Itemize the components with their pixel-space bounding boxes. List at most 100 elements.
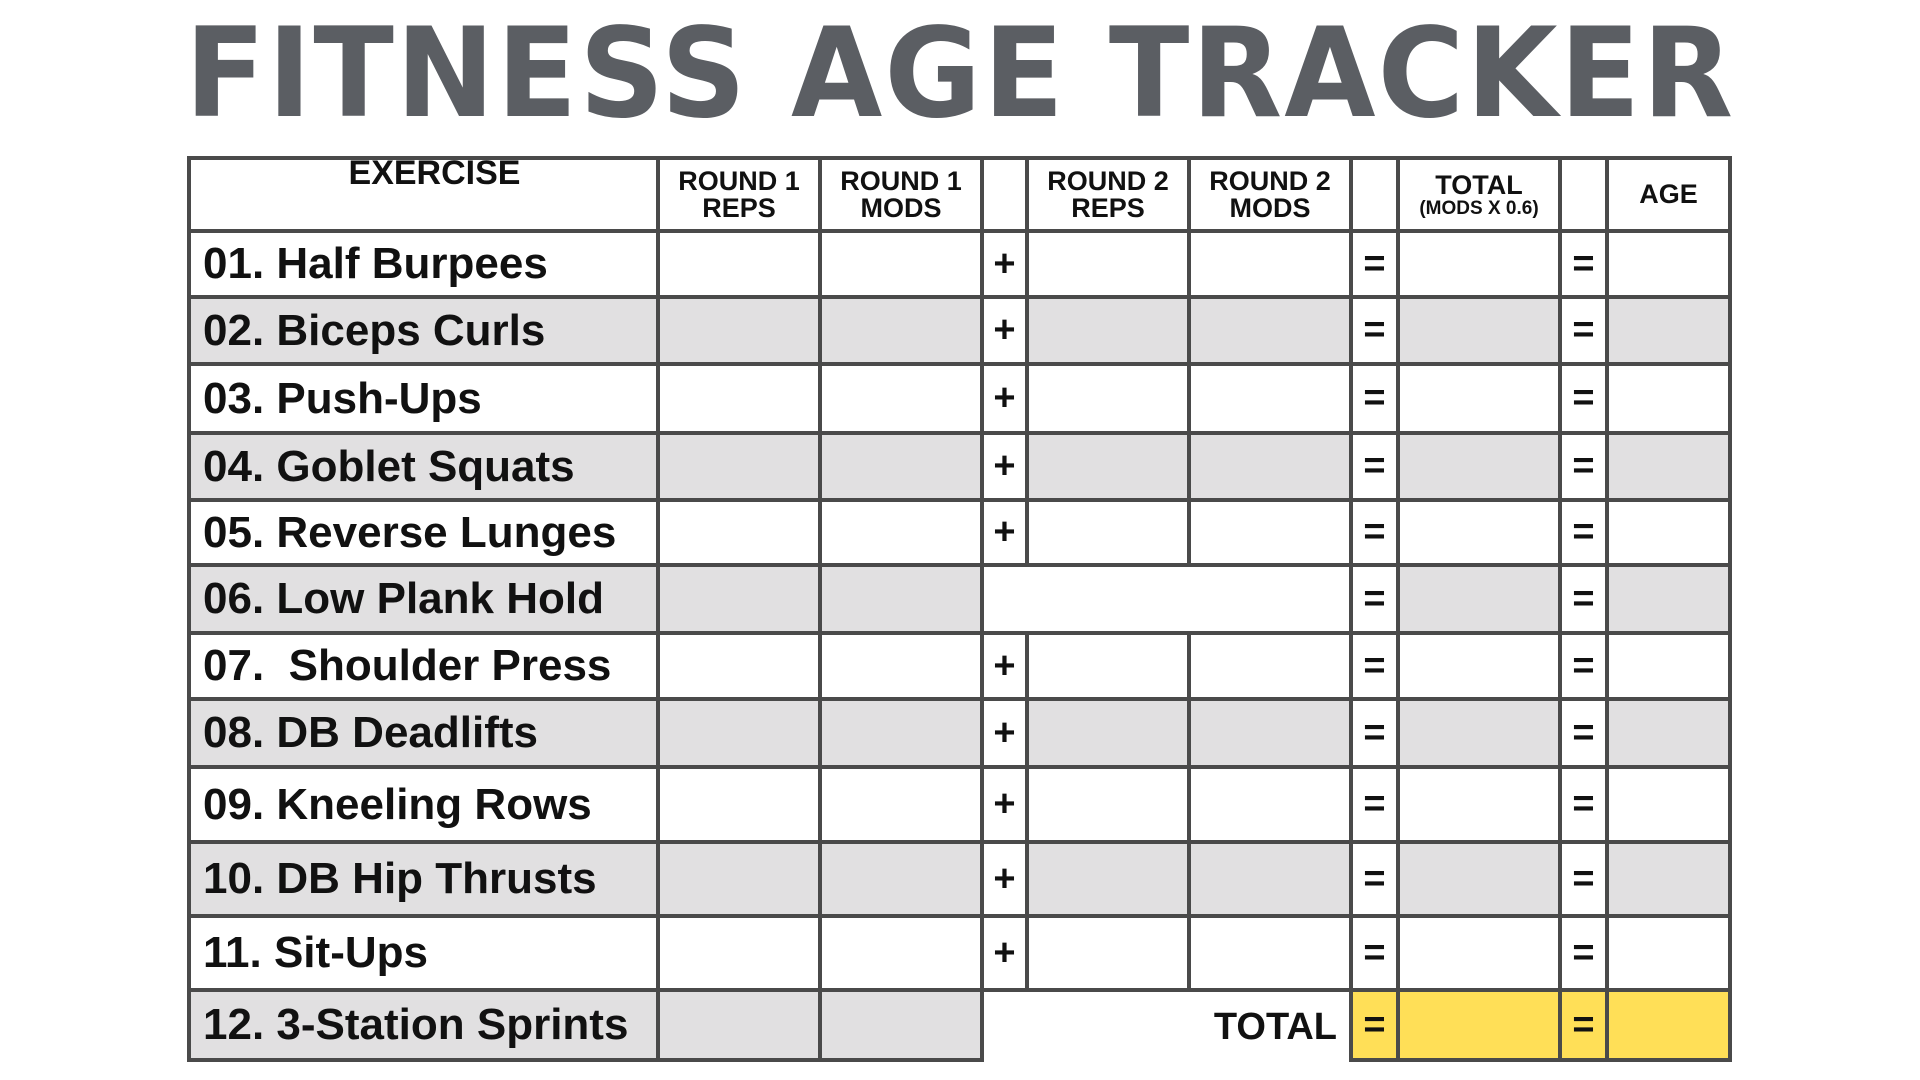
total-input[interactable] — [1400, 769, 1562, 844]
header-round2-reps: ROUND 2 REPS — [1029, 160, 1191, 233]
equals-sign: = — [1353, 992, 1400, 1062]
header-line: REPS — [702, 192, 776, 223]
round1-mods-input[interactable] — [822, 844, 984, 918]
header-blank — [984, 160, 1029, 233]
equals-sign: = — [1353, 233, 1400, 299]
equals-sign: = — [1353, 918, 1400, 992]
round1-mods-input[interactable] — [822, 701, 984, 769]
round1-mods-input[interactable] — [822, 567, 984, 635]
round2-reps-input[interactable] — [1029, 299, 1191, 366]
round1-reps-input[interactable] — [660, 769, 822, 844]
round2-reps-input[interactable] — [1029, 701, 1191, 769]
age-input[interactable] — [1609, 635, 1732, 701]
round2-reps-input[interactable] — [1029, 635, 1191, 701]
round1-reps-input[interactable] — [660, 435, 822, 502]
round2-reps-input[interactable] — [1029, 844, 1191, 918]
round2-mods-input[interactable] — [1191, 502, 1353, 567]
header-line: ROUND 1 — [840, 165, 962, 196]
total-input[interactable] — [1400, 502, 1562, 567]
total-input[interactable] — [1400, 299, 1562, 366]
header-round1-reps: ROUND 1 REPS — [660, 160, 822, 233]
plus-sign: + — [984, 918, 1029, 992]
round2-mods-input[interactable] — [1191, 366, 1353, 435]
fitness-age-input[interactable] — [1609, 992, 1732, 1062]
round1-reps-input[interactable] — [660, 366, 822, 435]
round1-mods-input[interactable] — [822, 435, 984, 502]
plus-sign: + — [984, 366, 1029, 435]
round1-mods-input[interactable] — [822, 992, 984, 1062]
round1-mods-input[interactable] — [822, 769, 984, 844]
age-input[interactable] — [1609, 918, 1732, 992]
round1-reps-input[interactable] — [660, 567, 822, 635]
age-input[interactable] — [1609, 233, 1732, 299]
round2-mods-input[interactable] — [1191, 918, 1353, 992]
round1-reps-input[interactable] — [660, 502, 822, 567]
round2-mods-input[interactable] — [1191, 769, 1353, 844]
round2-reps-input[interactable] — [1029, 502, 1191, 567]
header-total: TOTAL (MODS X 0.6) — [1400, 160, 1562, 233]
round1-reps-input[interactable] — [660, 918, 822, 992]
exercise-name: 01. Half Burpees — [191, 233, 660, 299]
exercise-name: 06. Low Plank Hold — [191, 567, 660, 635]
equals-sign: = — [1562, 844, 1609, 918]
exercise-name: 05. Reverse Lunges — [191, 502, 660, 567]
round2-reps-input[interactable] — [1029, 366, 1191, 435]
total-input[interactable] — [1400, 635, 1562, 701]
round1-reps-input[interactable] — [660, 701, 822, 769]
header-subline: (MODS X 0.6) — [1419, 197, 1539, 219]
round2-mods-input[interactable] — [1191, 701, 1353, 769]
tracker-table: EXERCISE ROUND 1 REPS ROUND 1 MODS ROUND 2… — [187, 156, 1732, 1062]
round2-reps-input[interactable] — [1029, 435, 1191, 502]
merged-blank-cell — [984, 567, 1353, 635]
plus-sign: + — [984, 844, 1029, 918]
age-input[interactable] — [1609, 299, 1732, 366]
round1-reps-input[interactable] — [660, 992, 822, 1062]
round1-mods-input[interactable] — [822, 502, 984, 567]
total-input[interactable] — [1400, 366, 1562, 435]
round2-mods-input[interactable] — [1191, 435, 1353, 502]
equals-sign: = — [1562, 299, 1609, 366]
age-input[interactable] — [1609, 502, 1732, 567]
round1-mods-input[interactable] — [822, 233, 984, 299]
header-line: MODS — [1229, 192, 1311, 223]
round1-mods-input[interactable] — [822, 635, 984, 701]
page-title: FITNESS AGE TRACKER — [184, 0, 1736, 146]
equals-sign: = — [1562, 233, 1609, 299]
age-input[interactable] — [1609, 435, 1732, 502]
total-input[interactable] — [1400, 701, 1562, 769]
round1-mods-input[interactable] — [822, 918, 984, 992]
round2-mods-input[interactable] — [1191, 299, 1353, 366]
exercise-name: 10. DB Hip Thrusts — [191, 844, 660, 918]
age-input[interactable] — [1609, 567, 1732, 635]
header-blank — [1562, 160, 1609, 233]
round2-reps-input[interactable] — [1029, 918, 1191, 992]
age-input[interactable] — [1609, 769, 1732, 844]
round2-mods-input[interactable] — [1191, 844, 1353, 918]
round2-mods-input[interactable] — [1191, 635, 1353, 701]
age-input[interactable] — [1609, 844, 1732, 918]
total-input[interactable] — [1400, 844, 1562, 918]
round2-mods-input[interactable] — [1191, 233, 1353, 299]
round1-mods-input[interactable] — [822, 366, 984, 435]
equals-sign: = — [1562, 366, 1609, 435]
exercise-name: 03. Push-Ups — [191, 366, 660, 435]
total-input[interactable] — [1400, 233, 1562, 299]
total-input[interactable] — [1400, 918, 1562, 992]
age-input[interactable] — [1609, 701, 1732, 769]
round1-reps-input[interactable] — [660, 233, 822, 299]
total-input[interactable] — [1400, 567, 1562, 635]
round2-reps-input[interactable] — [1029, 769, 1191, 844]
round2-reps-input[interactable] — [1029, 233, 1191, 299]
round1-reps-input[interactable] — [660, 635, 822, 701]
equals-sign: = — [1562, 635, 1609, 701]
total-input[interactable] — [1400, 435, 1562, 502]
age-input[interactable] — [1609, 366, 1732, 435]
round1-reps-input[interactable] — [660, 299, 822, 366]
plus-sign: + — [984, 701, 1029, 769]
grand-total-input[interactable] — [1400, 992, 1562, 1062]
round1-reps-input[interactable] — [660, 844, 822, 918]
exercise-name: 08. DB Deadlifts — [191, 701, 660, 769]
equals-sign: = — [1353, 701, 1400, 769]
round1-mods-input[interactable] — [822, 299, 984, 366]
header-line: TOTAL — [1435, 169, 1523, 200]
